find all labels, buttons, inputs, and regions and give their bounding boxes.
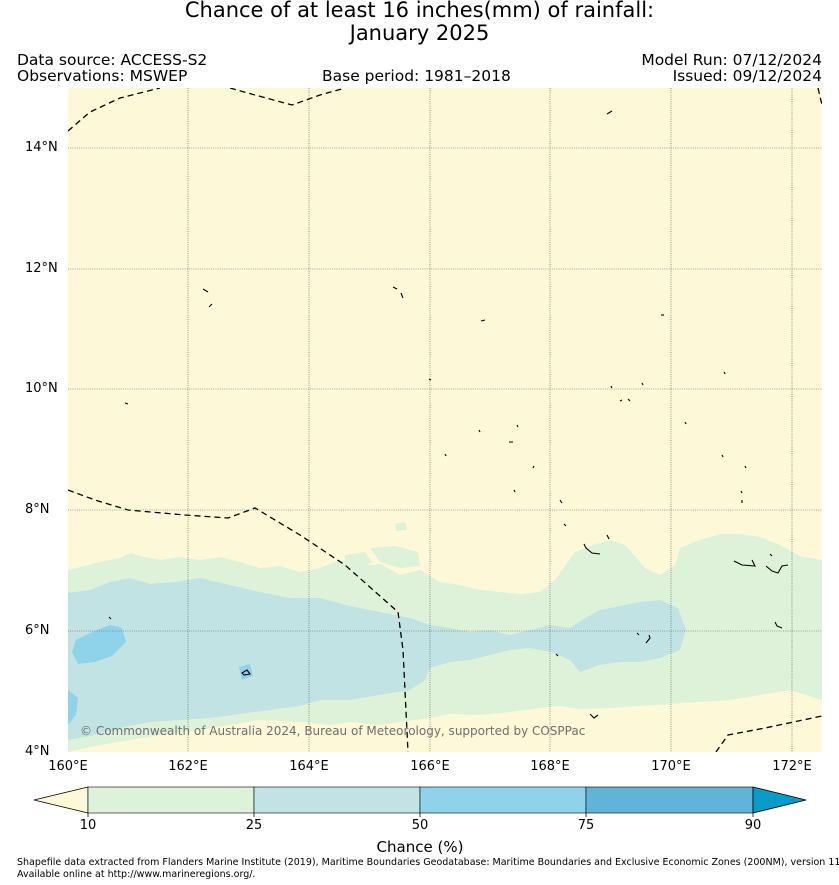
colorbar-tick-75: 75	[577, 818, 595, 833]
colorbar-tick-90: 90	[744, 818, 762, 833]
colorbar-label: Chance (%)	[376, 838, 464, 856]
lat-label-12n: 12°N	[25, 261, 58, 276]
colorbar-tick-25: 25	[245, 818, 263, 833]
lon-label-166e: 166°E	[410, 759, 450, 774]
colorbar-tick-10: 10	[79, 818, 97, 833]
graticule	[68, 88, 822, 752]
observations-label: Observations: MSWEP	[17, 67, 188, 85]
lat-label-8n: 8°N	[25, 502, 50, 517]
zone-10-25-east-band	[736, 622, 798, 642]
issued-label: Issued: 09/12/2024	[672, 67, 822, 85]
footer-source-line2: Available online at http://www.marinereg…	[17, 869, 256, 880]
lon-label-164e: 164°E	[289, 759, 329, 774]
zone-50-75-west	[72, 625, 126, 664]
colorbar-bin-50-75	[419, 786, 587, 814]
lat-label-10n: 10°N	[25, 381, 58, 396]
zone-50-75-spot	[239, 664, 253, 680]
eez-boundary-mid	[68, 489, 409, 752]
copyright-notice: © Commonwealth of Australia 2024, Bureau…	[80, 724, 586, 738]
zone-50-75-edge	[68, 690, 78, 725]
lon-label-162e: 162°E	[168, 759, 208, 774]
island-outlines	[108, 110, 789, 719]
zone-10-25-patch-a	[345, 552, 372, 570]
lon-label-172e: 172°E	[772, 759, 812, 774]
data-source-label: Data source: ACCESS-S2	[17, 51, 208, 69]
colorbar	[33, 786, 807, 817]
chart-title-line1: Chance of at least 16 inches(mm) of rain…	[184, 0, 655, 22]
lat-label-4n: 4°N	[25, 744, 50, 759]
lon-label-160e: 160°E	[48, 759, 88, 774]
colorbar-tick-50: 50	[411, 818, 429, 833]
base-period-label: Base period: 1981–2018	[322, 67, 511, 85]
colorbar-bin-25-50	[253, 786, 421, 814]
maritime-boundaries	[68, 88, 822, 752]
zone-10-25-patch-c	[370, 546, 420, 568]
zone-10-25-patch-b	[395, 522, 407, 531]
eez-boundary-southeast	[715, 715, 822, 752]
lat-label-6n: 6°N	[25, 623, 50, 638]
zone-25-50	[68, 578, 686, 740]
footer-source-line1: Shapefile data extracted from Flanders M…	[17, 857, 839, 868]
lon-label-168e: 168°E	[530, 759, 570, 774]
colorbar-extend-high	[752, 786, 807, 814]
model-run-label: Model Run: 07/12/2024	[641, 51, 822, 69]
lon-label-170e: 170°E	[651, 759, 691, 774]
eez-boundary-east-edge	[817, 88, 822, 106]
colorbar-bin-75-90	[585, 786, 754, 814]
lat-label-14n: 14°N	[25, 140, 58, 155]
eez-boundary-north	[68, 88, 346, 132]
colorbar-extend-low	[33, 786, 89, 814]
chart-title-line2: January 2025	[349, 21, 490, 45]
colorbar-bin-10-25	[87, 786, 255, 814]
